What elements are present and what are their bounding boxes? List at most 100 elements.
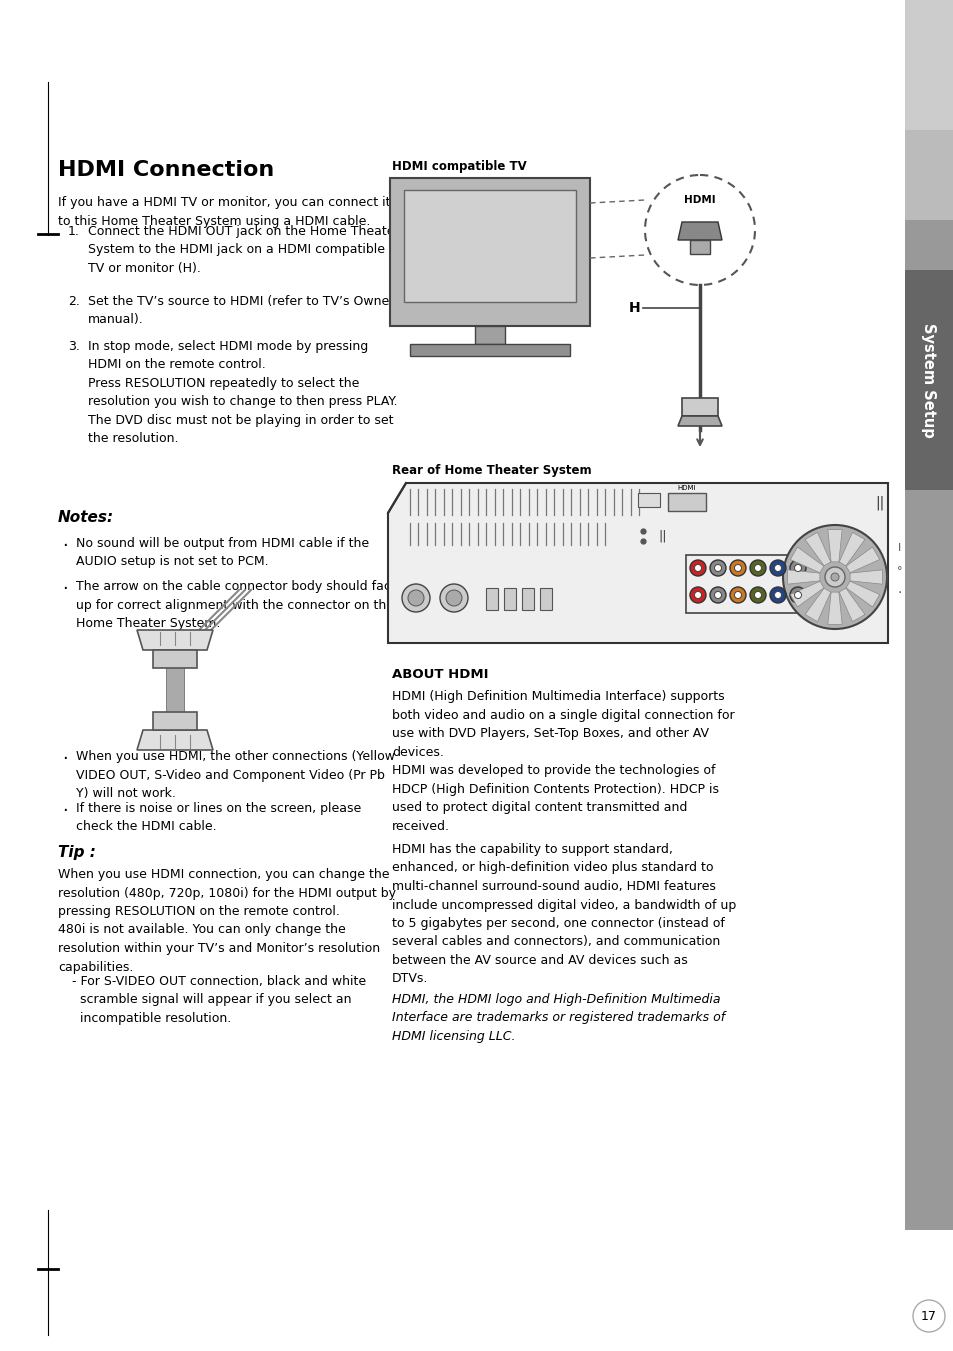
Text: ·: ·	[62, 536, 68, 555]
Circle shape	[754, 592, 760, 598]
Text: - For S-VIDEO OUT connection, black and white
  scramble signal will appear if y: - For S-VIDEO OUT connection, black and …	[71, 975, 366, 1025]
Circle shape	[789, 561, 805, 576]
Circle shape	[769, 586, 785, 603]
Text: No sound will be output from HDMI cable if the
AUDIO setup is not set to PCM.: No sound will be output from HDMI cable …	[76, 536, 369, 569]
Circle shape	[446, 590, 461, 607]
Polygon shape	[849, 570, 882, 584]
Circle shape	[769, 561, 785, 576]
FancyBboxPatch shape	[667, 493, 705, 511]
Text: System Setup: System Setup	[921, 323, 936, 438]
Circle shape	[709, 561, 725, 576]
Circle shape	[689, 561, 705, 576]
FancyBboxPatch shape	[521, 588, 534, 611]
Circle shape	[694, 592, 700, 598]
Text: Notes:: Notes:	[58, 509, 114, 526]
Text: ·: ·	[897, 586, 902, 600]
Text: ·: ·	[62, 802, 68, 820]
Text: °: °	[897, 566, 902, 576]
Circle shape	[644, 176, 754, 285]
Circle shape	[694, 565, 700, 571]
Circle shape	[774, 565, 781, 571]
Polygon shape	[678, 222, 721, 240]
Polygon shape	[845, 581, 879, 607]
Text: HDMI compatible TV: HDMI compatible TV	[392, 159, 526, 173]
FancyBboxPatch shape	[503, 588, 516, 611]
FancyBboxPatch shape	[390, 178, 589, 326]
Text: 3.: 3.	[68, 340, 80, 353]
Text: Connect the HDMI OUT jack on the Home Theater
System to the HDMI jack on a HDMI : Connect the HDMI OUT jack on the Home Th…	[88, 226, 399, 276]
Circle shape	[714, 565, 720, 571]
Text: HDMI Connection: HDMI Connection	[58, 159, 274, 180]
Polygon shape	[839, 588, 864, 621]
Polygon shape	[839, 532, 864, 566]
Text: 17: 17	[920, 1309, 936, 1323]
Text: HDMI has the capability to support standard,
enhanced, or high-definition video : HDMI has the capability to support stand…	[392, 843, 736, 985]
Circle shape	[734, 565, 740, 571]
FancyBboxPatch shape	[904, 130, 953, 220]
FancyBboxPatch shape	[904, 0, 953, 130]
Circle shape	[782, 526, 886, 630]
Text: 1.: 1.	[68, 226, 80, 238]
Text: HDMI, the HDMI logo and High-Definition Multimedia
Interface are trademarks or r: HDMI, the HDMI logo and High-Definition …	[392, 993, 724, 1043]
Circle shape	[439, 584, 468, 612]
Text: If there is noise or lines on the screen, please
check the HDMI cable.: If there is noise or lines on the screen…	[76, 802, 361, 834]
Polygon shape	[388, 484, 887, 643]
Text: ||: ||	[658, 530, 666, 543]
Text: In stop mode, select HDMI mode by pressing
HDMI on the remote control.
Press RES: In stop mode, select HDMI mode by pressi…	[88, 340, 397, 446]
Circle shape	[714, 592, 720, 598]
Circle shape	[794, 592, 801, 598]
Polygon shape	[827, 530, 841, 562]
FancyBboxPatch shape	[475, 326, 504, 345]
FancyBboxPatch shape	[410, 345, 569, 357]
Polygon shape	[804, 532, 830, 566]
FancyBboxPatch shape	[638, 493, 659, 507]
FancyBboxPatch shape	[403, 190, 576, 303]
Polygon shape	[789, 581, 823, 607]
FancyBboxPatch shape	[904, 130, 953, 1229]
Text: HDMI: HDMI	[683, 195, 715, 205]
Polygon shape	[137, 730, 213, 750]
Circle shape	[789, 586, 805, 603]
FancyBboxPatch shape	[485, 588, 497, 611]
Circle shape	[749, 586, 765, 603]
Circle shape	[408, 590, 423, 607]
Circle shape	[734, 592, 740, 598]
Text: ||: ||	[875, 494, 883, 509]
Polygon shape	[678, 416, 721, 426]
Circle shape	[794, 565, 801, 571]
FancyBboxPatch shape	[681, 399, 718, 416]
Text: Set the TV’s source to HDMI (refer to TV’s Owner’s
manual).: Set the TV’s source to HDMI (refer to TV…	[88, 295, 404, 327]
Circle shape	[774, 592, 781, 598]
Text: HDMI: HDMI	[677, 485, 696, 490]
Text: ·: ·	[62, 580, 68, 598]
FancyBboxPatch shape	[904, 270, 953, 490]
Circle shape	[749, 561, 765, 576]
Text: 2.: 2.	[68, 295, 80, 308]
Polygon shape	[827, 592, 841, 624]
Text: Rear of Home Theater System: Rear of Home Theater System	[392, 463, 591, 477]
Text: If you have a HDMI TV or monitor, you can connect it
to this Home Theater System: If you have a HDMI TV or monitor, you ca…	[58, 196, 390, 227]
Circle shape	[912, 1300, 944, 1332]
FancyBboxPatch shape	[152, 712, 196, 730]
Polygon shape	[787, 570, 819, 584]
Text: When you use HDMI, the other connections (Yellow
VIDEO OUT, S-Video and Componen: When you use HDMI, the other connections…	[76, 750, 395, 800]
Circle shape	[729, 561, 745, 576]
FancyBboxPatch shape	[539, 588, 552, 611]
Text: H: H	[628, 301, 639, 315]
Text: The arrow on the cable connector body should face
up for correct alignment with : The arrow on the cable connector body sh…	[76, 580, 398, 630]
Text: ·: ·	[62, 750, 68, 767]
Text: When you use HDMI connection, you can change the
resolution (480p, 720p, 1080i) : When you use HDMI connection, you can ch…	[58, 867, 395, 974]
Circle shape	[401, 584, 430, 612]
Text: Tip :: Tip :	[58, 844, 95, 861]
Circle shape	[824, 567, 844, 586]
Text: HDMI (High Definition Multimedia Interface) supports
both video and audio on a s: HDMI (High Definition Multimedia Interfa…	[392, 690, 734, 832]
Circle shape	[754, 565, 760, 571]
Text: ABOUT HDMI: ABOUT HDMI	[392, 667, 488, 681]
Polygon shape	[804, 588, 830, 621]
FancyBboxPatch shape	[689, 240, 709, 254]
Circle shape	[709, 586, 725, 603]
Circle shape	[689, 586, 705, 603]
Polygon shape	[137, 630, 213, 650]
Text: I: I	[898, 543, 901, 553]
Circle shape	[729, 586, 745, 603]
